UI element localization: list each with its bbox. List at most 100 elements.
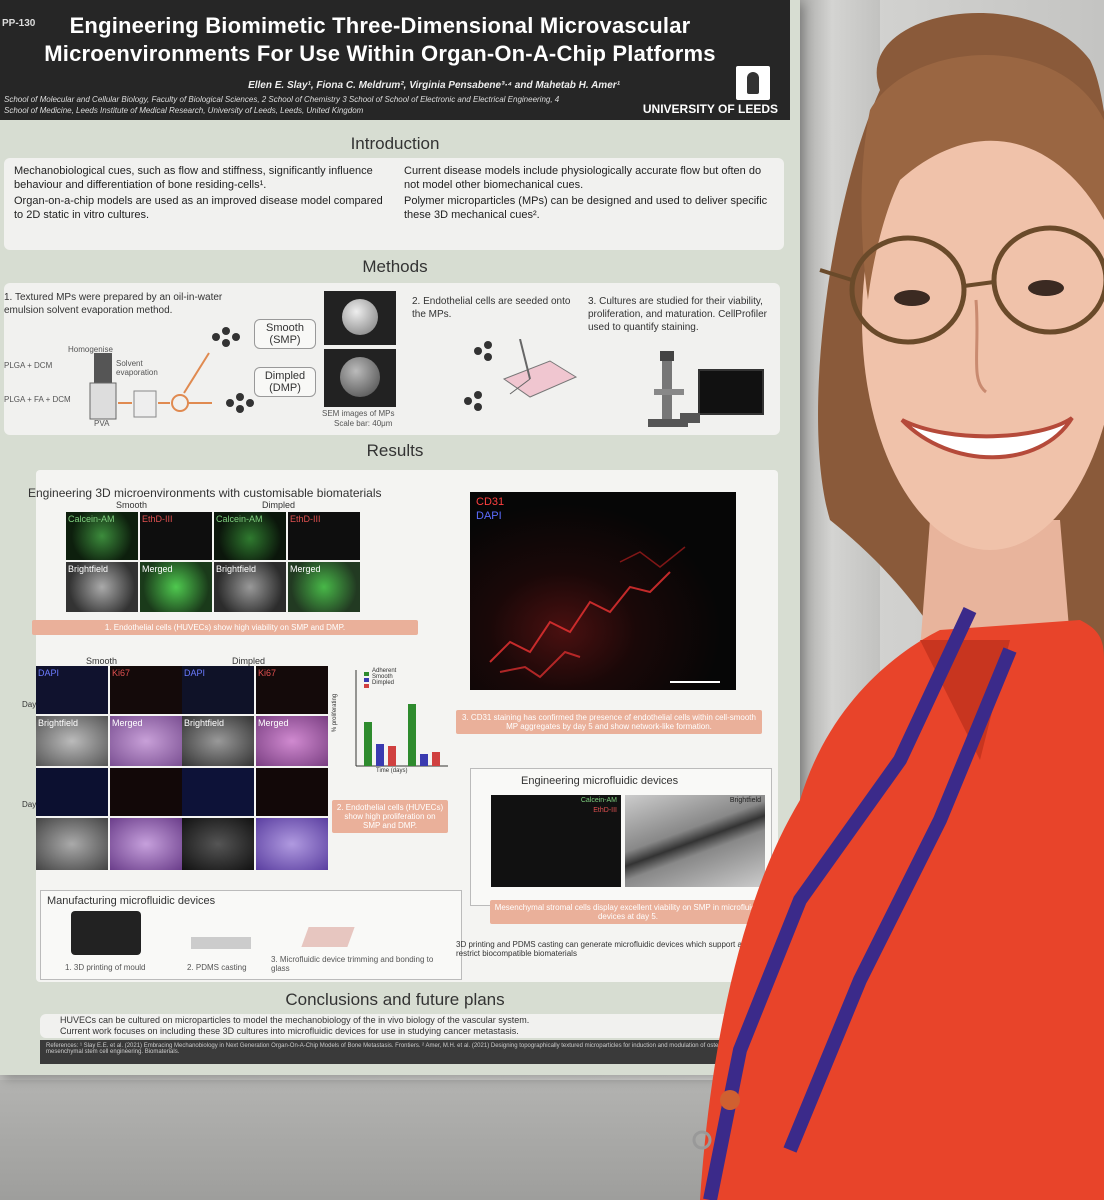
viability-dimpled-ethd: EthD-III: [288, 512, 360, 560]
dapi-label-3: DAPI: [184, 668, 206, 678]
plga-fa-label: PLGA + FA + DCM: [4, 395, 71, 404]
research-poster: PP-130 Engineering Biomimetic Three-Dime…: [0, 0, 800, 1075]
sem-smooth-image: [324, 291, 396, 345]
sem-scale: Scale bar: 40μm: [334, 419, 393, 428]
solvent-label: Solvent evaporation: [116, 359, 158, 377]
intro-point-4: Polymer microparticles (MPs) can be desi…: [404, 195, 768, 221]
well-plate-icon: [502, 339, 578, 398]
prolif-d1-smooth-ki67: Ki67: [110, 666, 182, 714]
poster-title: Engineering Biomimetic Three-Dimensional…: [20, 12, 740, 68]
manufacturing-panel: Manufacturing microfluidic devices 1. 3D…: [40, 890, 462, 980]
nose: [974, 299, 988, 394]
conclusion-2: Current work focuses on including these …: [60, 1026, 519, 1036]
plga-dcm-label: PLGA + DCM: [4, 361, 53, 370]
ethd-label-3: EthD-III: [593, 807, 617, 814]
prolif-d1-dimpled-ki67: Ki67: [256, 666, 328, 714]
poster-title-line2: Microenvironments For Use Within Organ-O…: [44, 41, 716, 66]
bar-day5-adherent: [408, 704, 416, 766]
bar-day5-smooth: [420, 754, 428, 766]
calcein-label-3: Calcein-AM: [580, 797, 617, 804]
lanyard-right-strap: [783, 647, 1017, 1153]
right-eye: [1028, 280, 1064, 296]
monitor-icon: [698, 369, 764, 415]
ethd-label-2: EthD-III: [290, 514, 321, 524]
brightfield-label-5: Brightfield: [729, 797, 761, 804]
prolif-d5-dimpled-ki67: [256, 768, 328, 816]
legend-dimpled: Dimpled: [372, 680, 395, 686]
results-subtitle-1: Engineering 3D microenvironments with cu…: [28, 486, 382, 500]
prolif-d5-smooth-bf: [36, 818, 108, 870]
microscope-icon: [648, 351, 688, 427]
manufacture-step-1: 1. 3D printing of mould: [65, 963, 146, 972]
results-subtitle-2: Engineering microfluidic devices: [521, 775, 679, 787]
prolif-d5-smooth-merged: [110, 818, 182, 870]
methods-box: 1. Textured MPs were prepared by an oil-…: [4, 283, 780, 435]
smooth-column-label: Smooth: [116, 500, 148, 510]
viability-dimpled-calcein: Calcein-AM: [214, 512, 286, 560]
poster-header: PP-130 Engineering Biomimetic Three-Dime…: [0, 0, 790, 120]
cd31-label: CD31: [476, 496, 505, 508]
hair-fringe: [861, 55, 1104, 300]
manufacture-step-3: 3. Microfluidic device trimming and bond…: [271, 955, 434, 973]
poster-authors: Ellen E. Slay¹, Fiona C. Meldrum², Virgi…: [248, 80, 620, 91]
lanyard-logo-icon: [720, 1090, 740, 1110]
bar-day5-dimpled: [432, 752, 440, 766]
conclusion-1: HUVECs can be cultured on microparticles…: [60, 1015, 530, 1025]
bar-day1-smooth: [376, 744, 384, 766]
pdms-mould-icon: [191, 937, 251, 949]
prolif-d1-smooth-merged: Merged: [110, 716, 182, 766]
results-heading: Results: [366, 441, 424, 460]
manufacturing-caption: 3D printing and PDMS casting can generat…: [456, 940, 751, 958]
ki67-label-2: Ki67: [258, 668, 277, 678]
prolif-d1-dimpled-dapi: DAPI: [182, 666, 254, 714]
calcein-label-2: Calcein-AM: [216, 514, 263, 524]
poster-title-line1: Engineering Biomimetic Three-Dimensional…: [69, 13, 691, 38]
references: References: ¹ Slay E.E. et al. (2021) Em…: [40, 1040, 780, 1064]
prolif-d1-dimpled-merged: Merged: [256, 716, 328, 766]
conclusions-box: HUVECs can be cultured on microparticles…: [40, 1014, 780, 1038]
proliferation-caption: 2. Endothelial cells (HUVECs) show high …: [332, 800, 448, 833]
merged-label-2: Merged: [290, 564, 321, 574]
prolif-d1-dimpled-bf: Brightfield: [182, 716, 254, 766]
prolif-smooth-label: Smooth: [86, 656, 118, 666]
prolif-d5-smooth-ki67: [110, 768, 182, 816]
sem-dimpled-image: [324, 349, 396, 407]
university-crest-icon: [736, 66, 770, 100]
homogenise-label: Homogenise: [68, 345, 113, 354]
microfluidic-chip-icon: [301, 927, 355, 947]
intro-left-col: Mechanobiological cues, such as flow and…: [14, 164, 386, 224]
smooth-label: Smooth (SMP): [254, 319, 316, 349]
methods-step-2: 2. Endothelial cells are seeded onto the…: [412, 296, 571, 320]
microfluidic-brightfield-image: Brightfield: [625, 795, 765, 887]
cd31-stain-image: CD31 DAPI: [470, 492, 736, 690]
poster-affiliations: School of Molecular and Cellular Biology…: [4, 95, 560, 115]
dimpled-label: Dimpled (DMP): [254, 367, 316, 397]
brightfield-label-2: Brightfield: [216, 564, 257, 574]
dapi-label: DAPI: [476, 510, 502, 522]
viability-smooth-merged: Merged: [140, 562, 212, 612]
conclusions-heading: Conclusions and future plans: [285, 990, 505, 1009]
ki67-label: Ki67: [112, 668, 131, 678]
calcein-label: Calcein-AM: [68, 514, 115, 524]
camera-box-icon: [680, 413, 700, 423]
proliferation-bar-chart: [355, 670, 448, 767]
sem-caption: SEM images of MPs: [322, 409, 395, 418]
methods-heading: Methods: [362, 257, 428, 276]
pva-label: PVA: [94, 419, 110, 428]
lanyard-clip-icon: [692, 1130, 712, 1150]
brightfield-label-4: Brightfield: [184, 718, 225, 728]
introduction-heading: Introduction: [350, 134, 440, 153]
smile: [900, 416, 1074, 460]
brightfield-label-3: Brightfield: [38, 718, 79, 728]
day1-label: Day 1: [22, 700, 43, 709]
intro-point-2: Organ-on-a-chip models are used as an im…: [14, 195, 383, 221]
legend-smooth: Smooth: [372, 674, 393, 680]
ethd-label: EthD-III: [142, 514, 173, 524]
viability-smooth-brightfield: Brightfield: [66, 562, 138, 612]
cd31-caption: 3. CD31 staining has confirmed the prese…: [456, 710, 762, 734]
3d-printer-icon: [71, 911, 141, 955]
intro-right-col: Current disease models include physiolog…: [404, 164, 776, 224]
intro-point-3: Current disease models include physiolog…: [404, 165, 762, 191]
microfluidic-calcein-image: Calcein-AM EthD-III: [491, 795, 621, 887]
university-name: UNIVERSITY OF LEEDS: [642, 102, 778, 116]
